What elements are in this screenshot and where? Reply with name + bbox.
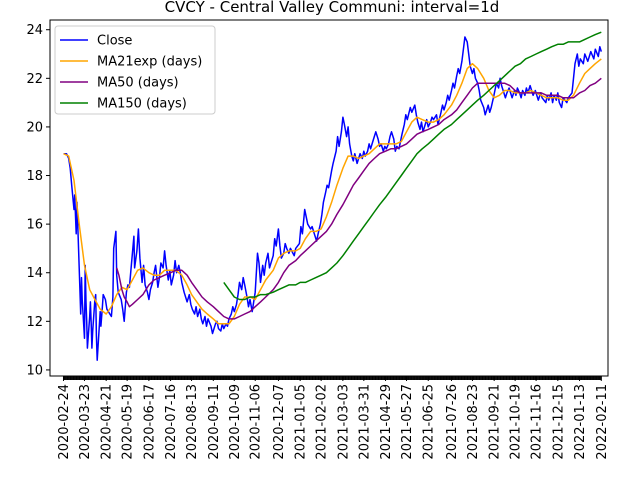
x-tick-label: 2021-03-03 bbox=[336, 384, 351, 460]
x-axis: 2020-02-24 2020-03-23 2020-04-21 2020-05-19… bbox=[57, 376, 610, 460]
x-tick-label: 2021-12-15 bbox=[551, 384, 566, 460]
y-tick-label: 10 bbox=[26, 363, 43, 378]
x-tick-label: 2021-02-02 bbox=[315, 384, 330, 460]
x-tick-label: 2021-04-29 bbox=[379, 384, 394, 460]
x-tick-label: 2021-08-23 bbox=[466, 384, 481, 460]
series-line-2 bbox=[115, 77, 602, 320]
x-tick-label: 2020-07-16 bbox=[164, 384, 179, 460]
x-tick-label: 2021-03-31 bbox=[357, 384, 372, 460]
y-tick-label: 16 bbox=[26, 218, 43, 233]
series-line-1 bbox=[63, 58, 602, 325]
y-tick-label: 18 bbox=[26, 169, 43, 184]
x-tick-label: 2020-04-21 bbox=[100, 384, 115, 460]
x-tick-label: 2020-06-17 bbox=[142, 384, 157, 460]
x-tick-label: 2020-12-07 bbox=[272, 384, 287, 460]
x-tick-label: 2021-05-27 bbox=[400, 384, 415, 460]
legend: Close MA21exp (days) MA50 (days) MA150 (day… bbox=[54, 25, 216, 115]
x-tick-label: 2021-10-19 bbox=[509, 384, 524, 460]
y-tick-label: 24 bbox=[26, 23, 43, 38]
legend-label-2: MA50 (days) bbox=[97, 76, 179, 91]
x-tick-label: 2022-01-13 bbox=[573, 384, 588, 460]
x-tick-label: 2020-02-24 bbox=[57, 384, 72, 460]
legend-label-3: MA150 (days) bbox=[97, 97, 187, 112]
x-tick-label: 2021-06-25 bbox=[422, 384, 437, 460]
x-tick-label: 2021-01-05 bbox=[294, 384, 309, 460]
legend-box bbox=[54, 25, 216, 115]
x-tick-label: 2020-09-11 bbox=[207, 384, 222, 460]
x-tick-label: 2021-09-21 bbox=[488, 384, 503, 460]
x-tick-label: 2020-08-13 bbox=[185, 384, 200, 460]
x-tick-label: 2022-02-11 bbox=[595, 384, 610, 460]
x-tick-label: 2020-05-19 bbox=[121, 384, 136, 460]
x-tick-label: 2020-03-23 bbox=[78, 384, 93, 460]
legend-label-0: Close bbox=[97, 34, 132, 49]
plot-area bbox=[63, 31, 603, 361]
legend-label-1: MA21exp (days) bbox=[97, 55, 202, 70]
y-tick-label: 14 bbox=[26, 266, 43, 281]
chart-title: CVCY - Central Valley Communi: interval=… bbox=[165, 0, 500, 16]
x-tick-label: 2021-07-26 bbox=[445, 384, 460, 460]
y-tick-label: 22 bbox=[26, 72, 43, 87]
x-tick-label: 2021-11-16 bbox=[530, 384, 545, 460]
y-axis: 10 12 14 16 18 20 22 24 bbox=[26, 23, 50, 378]
y-tick-label: 20 bbox=[26, 120, 43, 135]
series-line-3 bbox=[223, 31, 602, 301]
series-line-0 bbox=[63, 36, 603, 361]
x-tick-label: 2020-10-09 bbox=[228, 384, 243, 460]
y-tick-label: 12 bbox=[26, 315, 43, 330]
x-tick-label: 2020-11-06 bbox=[249, 384, 264, 460]
